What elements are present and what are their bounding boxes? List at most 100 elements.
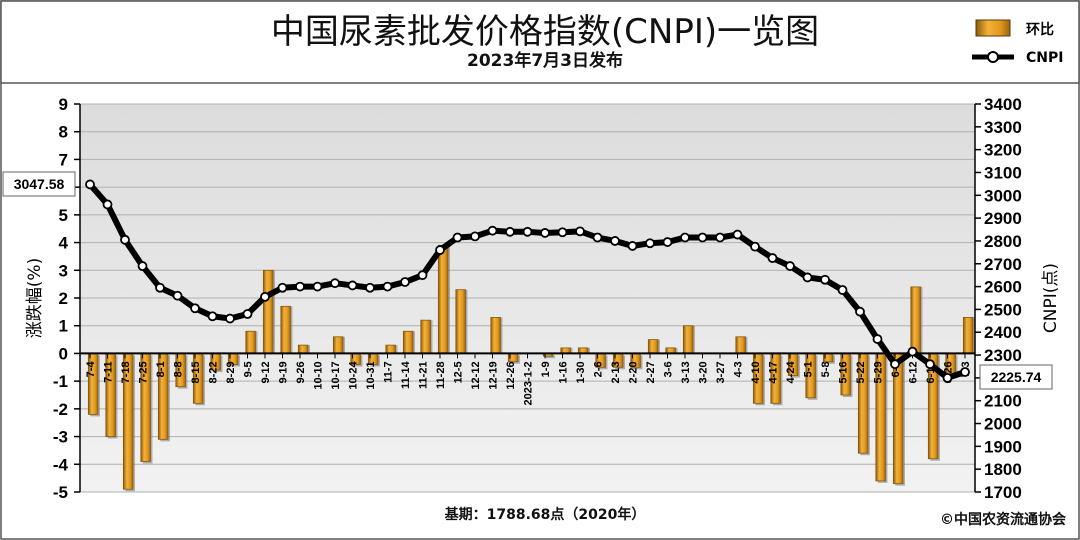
x-tick-label: 10-17 [330,361,342,389]
cnpi-point [260,291,270,302]
x-tick-label: 4-3 [733,361,745,377]
cnpi-point [347,280,358,291]
x-tick-label: 5-8 [820,361,832,377]
cnpi-point [382,281,393,292]
cnpi-point [487,225,498,236]
x-tick-label: 6-12 [908,361,920,383]
right-tick-label: 3300 [984,118,1022,137]
x-tick-label: 12-26 [505,361,517,389]
left-tick-label: -1 [53,372,68,391]
right-tick-label: 3400 [984,95,1022,114]
right-axis-title: CNPI(点) [1041,263,1061,333]
right-axis-ticks: 1700180019002000210022002300240025002600… [974,95,1022,502]
bar [245,330,256,354]
x-tick-label: 8-1 [155,361,167,377]
x-tick-label: 3-20 [698,361,710,383]
left-tick-label: 1 [59,317,68,336]
x-tick-label: 11-21 [418,361,430,389]
cnpi-point [400,277,410,287]
cnpi-point [697,232,708,243]
x-tick-label: 5-29 [873,361,885,383]
cnpi-point [732,229,743,240]
bar [385,344,396,354]
cnpi-point [662,237,673,247]
cnpi-point [102,199,113,210]
cnpi-point [645,238,655,249]
left-axis-title: 涨跌幅(%) [25,258,45,338]
x-tick-label: 8-22 [208,361,220,383]
copyright-credit: ©中国农资流通协会 [940,511,1067,528]
left-tick-label: 8 [59,123,68,142]
x-tick-label: 5-16 [838,361,850,383]
chart-title: 中国尿素批发价格指数(CNPI)一览图 [271,12,819,52]
header-band [0,0,1080,84]
left-tick-label: 2 [59,289,68,308]
left-tick-label: 3 [59,261,68,280]
cnpi-point [312,281,323,292]
cnpi-point [540,228,550,238]
x-tick-label: 4-17 [768,361,780,383]
cnpi-point [295,281,305,292]
cnpi-point [750,241,760,252]
cnpi-point [610,236,620,246]
x-tick-label: 8-15 [190,361,202,383]
cnpi-point [155,282,165,293]
x-tick-label: 11-28 [435,361,447,389]
bar [297,344,309,354]
bar [280,305,291,354]
bar [402,330,414,354]
bar [735,336,746,354]
x-tick-label: 2-13 [610,361,622,383]
left-tick-label: 9 [59,95,68,114]
cnpi-point [767,253,778,263]
x-tick-label: 8-8 [173,361,185,377]
cnpi-point [330,278,340,289]
x-tick-label: 3-13 [680,361,692,383]
right-tick-label: 1900 [984,437,1022,456]
left-tick-label: -4 [53,455,69,474]
cnpi-point [592,232,603,243]
x-tick-label: 8-29 [225,361,237,383]
legend-bar-label: 环比 [1026,21,1054,38]
right-tick-label: 3100 [984,163,1022,182]
cnpi-point [242,309,253,319]
right-tick-label: 2500 [984,300,1022,319]
bar [437,244,449,354]
x-tick-label: 10-24 [348,361,360,390]
cnpi-point [277,282,288,293]
right-tick-label: 2100 [984,392,1022,411]
x-tick-label: 9-26 [295,361,307,383]
x-tick-label: 4-10 [750,361,762,383]
x-tick-label: 9-19 [278,361,290,383]
right-tick-label: 3000 [984,186,1022,205]
x-tick-label: 11-7 [383,361,395,382]
legend-line-label: CNPI [1026,50,1063,66]
cnpi-point [522,226,533,237]
zero-axis [80,352,975,359]
cnpi-point [207,311,218,322]
cnpi-point [557,227,568,238]
cnpi-point [890,359,900,370]
cnpi-point [802,272,813,283]
left-tick-label: -5 [53,483,68,502]
cnpi-point [680,232,690,243]
left-tick-label: 4 [59,234,69,253]
right-tick-label: 2900 [984,209,1022,228]
bar [332,336,344,354]
x-tick-label: 3-27 [715,361,727,383]
cnpi-point [172,290,183,301]
cnpi-point [627,241,638,251]
cnpi-point [575,226,585,237]
x-tick-label: 9-12 [260,361,272,383]
cnpi-point [820,274,830,285]
cnpi-point [925,359,935,370]
bar [420,319,431,354]
cnpi-point [942,372,953,383]
cnpi-point [837,285,848,295]
cnpi-point [855,306,865,317]
right-tick-label: 2800 [984,232,1022,251]
x-tick-label: 9-5 [243,361,255,377]
right-tick-label: 2300 [984,346,1022,365]
left-tick-label: -2 [53,400,68,419]
